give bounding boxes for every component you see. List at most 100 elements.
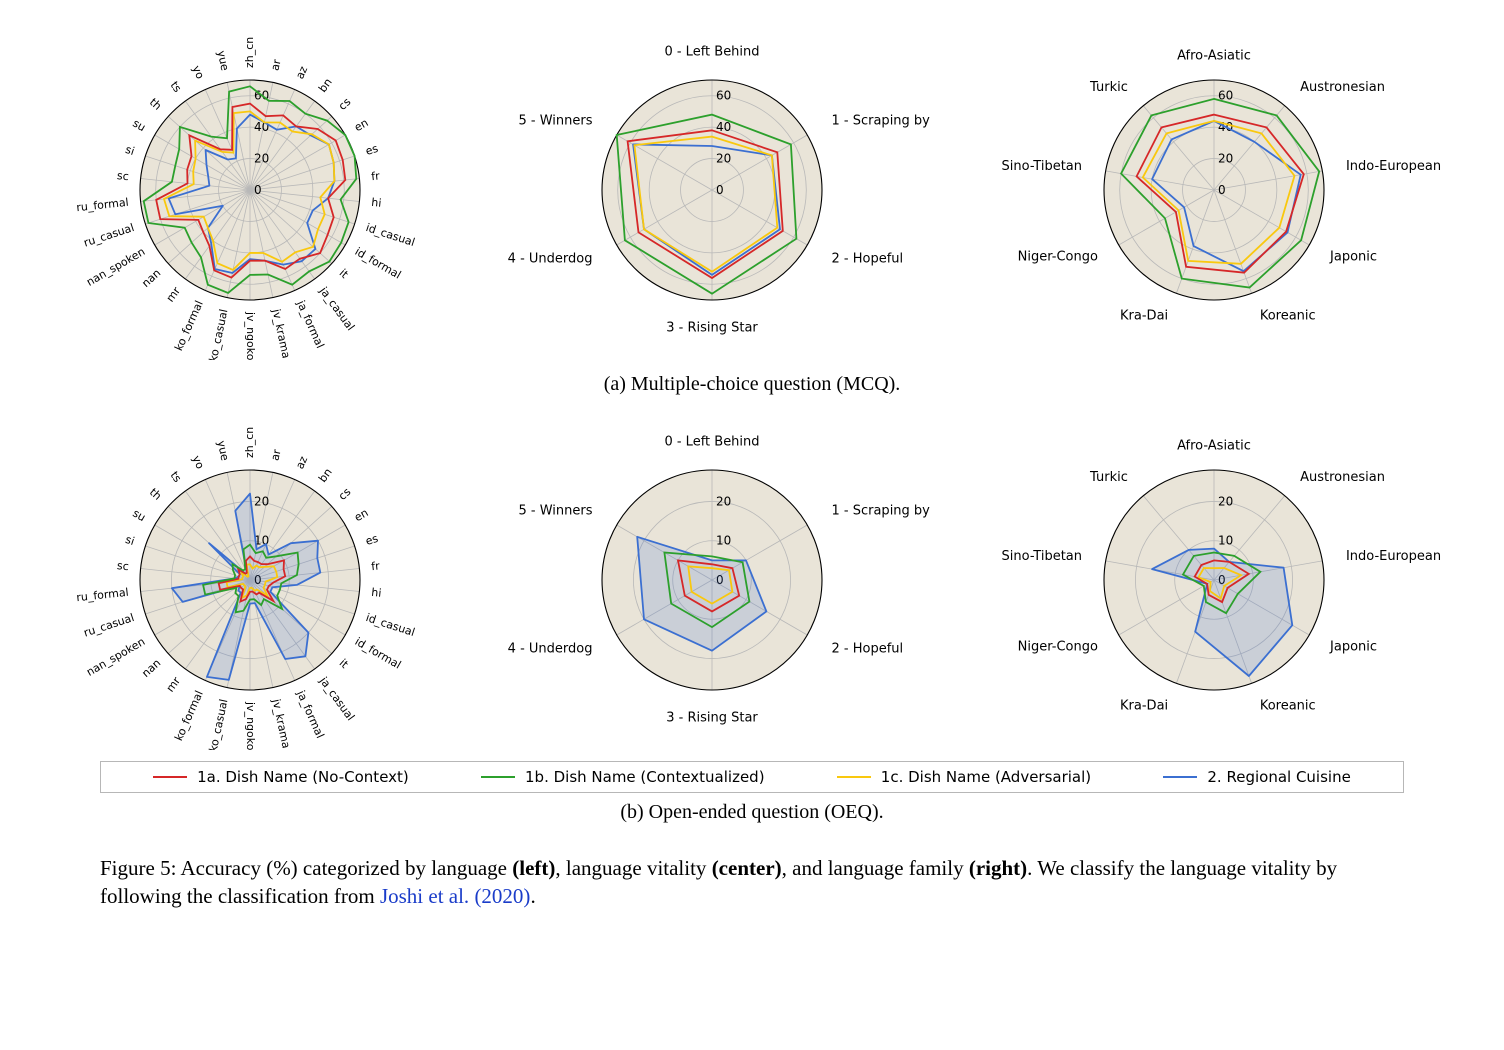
svg-text:bn: bn (316, 76, 335, 95)
svg-text:0: 0 (254, 183, 262, 197)
svg-text:60: 60 (716, 89, 731, 103)
svg-text:20: 20 (1218, 152, 1233, 166)
svg-text:nan_spoken: nan_spoken (84, 635, 147, 679)
caption-text: , and language family (782, 856, 969, 880)
row-a: 0204060zh_cnarazbncsenesfrhiid_casualid_… (40, 20, 1464, 365)
citation-link[interactable]: Joshi et al. (380, 884, 469, 908)
svg-text:it: it (337, 656, 352, 671)
svg-text:20: 20 (1218, 494, 1233, 508)
radar-b-lang: 01020zh_cnarazbncsenesfrhiid_casualid_fo… (40, 410, 460, 755)
svg-text:0: 0 (716, 183, 724, 197)
svg-text:en: en (352, 116, 370, 134)
svg-text:yue: yue (215, 49, 232, 72)
svg-text:fr: fr (371, 559, 381, 573)
svg-text:jv_ngoko: jv_ngoko (244, 311, 257, 360)
figure-page: 0204060zh_cnarazbncsenesfrhiid_casualid_… (0, 0, 1504, 1050)
svg-text:Turkic: Turkic (1089, 80, 1128, 95)
svg-text:es: es (364, 532, 380, 548)
svg-text:yo: yo (190, 454, 207, 472)
svg-text:Kra-Dai: Kra-Dai (1120, 698, 1168, 713)
svg-text:0: 0 (1218, 183, 1226, 197)
svg-text:ru_formal: ru_formal (76, 586, 130, 604)
svg-text:hi: hi (371, 196, 382, 210)
svg-text:ja_formal: ja_formal (294, 688, 327, 741)
svg-text:si: si (124, 143, 136, 158)
citation-year-link[interactable]: (2020) (474, 884, 530, 908)
svg-text:1 - Scraping by: 1 - Scraping by (832, 504, 931, 519)
svg-text:th: th (147, 486, 164, 503)
svg-text:20: 20 (716, 152, 731, 166)
svg-text:20: 20 (716, 494, 731, 508)
svg-text:it: it (337, 266, 352, 281)
svg-text:Sino-Tibetan: Sino-Tibetan (1002, 159, 1083, 174)
caption-text: . (530, 884, 535, 908)
svg-text:3 - Rising Star: 3 - Rising Star (666, 321, 758, 336)
svg-text:4 - Underdog: 4 - Underdog (508, 252, 593, 267)
svg-text:Sino-Tibetan: Sino-Tibetan (1002, 549, 1083, 564)
svg-text:Niger-Congo: Niger-Congo (1018, 640, 1098, 655)
svg-text:id_casual: id_casual (364, 221, 416, 249)
svg-text:nan: nan (139, 266, 163, 290)
svg-text:yo: yo (190, 64, 207, 82)
svg-text:jv_ngoko: jv_ngoko (244, 701, 257, 750)
svg-text:hi: hi (371, 586, 382, 600)
caption-bold-left: (left) (512, 856, 555, 880)
svg-text:zh_cn: zh_cn (243, 37, 256, 68)
svg-text:nan_spoken: nan_spoken (84, 245, 147, 289)
svg-text:10: 10 (716, 534, 731, 548)
svg-text:id_casual: id_casual (364, 611, 416, 639)
svg-text:0 - Left Behind: 0 - Left Behind (664, 435, 759, 450)
svg-text:sc: sc (116, 559, 129, 573)
legend-label: 1c. Dish Name (Adversarial) (881, 768, 1091, 786)
svg-text:jv_krama: jv_krama (269, 697, 292, 750)
svg-text:Japonic: Japonic (1329, 250, 1377, 265)
svg-text:es: es (364, 142, 380, 158)
svg-text:id_formal: id_formal (353, 245, 404, 282)
caption-bold-right: (right) (969, 856, 1027, 880)
row-b: 01020zh_cnarazbncsenesfrhiid_casualid_fo… (40, 410, 1464, 755)
legend-swatch (481, 776, 515, 778)
svg-text:Koreanic: Koreanic (1260, 698, 1316, 713)
caption-text: , language vitality (555, 856, 711, 880)
svg-text:ko_formal: ko_formal (172, 299, 206, 353)
legend-swatch (837, 776, 871, 778)
legend-swatch (1163, 776, 1197, 778)
legend-swatch (153, 776, 187, 778)
svg-text:mr: mr (164, 674, 184, 694)
svg-text:Afro-Asiatic: Afro-Asiatic (1177, 439, 1251, 454)
svg-text:az: az (293, 454, 310, 471)
svg-text:su: su (130, 507, 148, 525)
svg-text:su: su (130, 117, 148, 135)
legend-label: 2. Regional Cuisine (1207, 768, 1350, 786)
svg-text:yue: yue (215, 439, 232, 462)
svg-text:4 - Underdog: 4 - Underdog (508, 642, 593, 657)
svg-text:en: en (352, 506, 370, 524)
radar-a-vitality: 02040600 - Left Behind1 - Scraping by2 -… (472, 30, 952, 355)
svg-text:0 - Left Behind: 0 - Left Behind (664, 45, 759, 60)
svg-text:th: th (147, 96, 164, 113)
svg-text:Indo-European: Indo-European (1346, 159, 1441, 174)
svg-text:ts: ts (168, 79, 185, 95)
caption-bold-center: (center) (712, 856, 782, 880)
svg-text:fr: fr (371, 169, 381, 183)
svg-text:10: 10 (1218, 534, 1233, 548)
svg-text:sc: sc (116, 169, 129, 183)
svg-text:Indo-European: Indo-European (1346, 549, 1441, 564)
svg-text:az: az (293, 64, 310, 81)
svg-text:ja_formal: ja_formal (294, 298, 327, 351)
subcaption-a: (a) Multiple-choice question (MCQ). (40, 373, 1464, 396)
legend: 1a. Dish Name (No-Context) 1b. Dish Name … (100, 761, 1404, 793)
subcaption-b: (b) Open-ended question (OEQ). (40, 801, 1464, 824)
radar-b-vitality: 010200 - Left Behind1 - Scraping by2 - H… (472, 420, 952, 745)
svg-text:mr: mr (164, 284, 184, 304)
legend-item: 1a. Dish Name (No-Context) (153, 768, 409, 786)
svg-text:Austronesian: Austronesian (1300, 80, 1385, 95)
svg-text:bn: bn (316, 466, 335, 485)
svg-text:si: si (124, 533, 136, 548)
svg-text:20: 20 (254, 494, 269, 508)
legend-label: 1b. Dish Name (Contextualized) (525, 768, 765, 786)
legend-item: 1b. Dish Name (Contextualized) (481, 768, 765, 786)
svg-text:Niger-Congo: Niger-Congo (1018, 250, 1098, 265)
caption-text: Figure 5: Accuracy (%) categorized by la… (100, 856, 512, 880)
svg-text:2 - Hopeful: 2 - Hopeful (832, 642, 904, 657)
